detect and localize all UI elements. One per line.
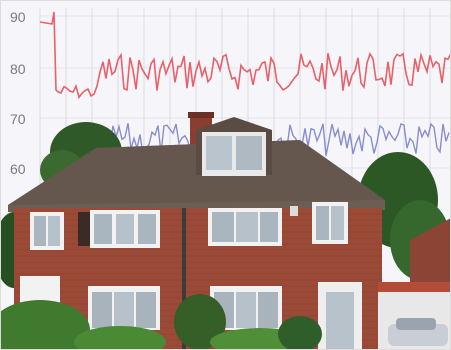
hedge-left (0, 300, 90, 350)
window-shutter (78, 212, 92, 246)
window-upper-2-pane-3 (138, 214, 156, 244)
window-upper-2-pane-1 (94, 214, 112, 244)
downpipe (182, 208, 186, 350)
chimney-cap (188, 112, 214, 118)
y-tick-labels: 90 80 70 60 (10, 9, 26, 177)
window-upper-3-pane-2 (236, 212, 258, 242)
neighbor-gable (410, 218, 451, 282)
garage-brick-band (378, 282, 451, 292)
shrub-center (174, 294, 226, 350)
dormer-pane-right (236, 136, 262, 170)
y-tick-60: 60 (10, 161, 26, 177)
window-upper-2-pane-2 (116, 214, 134, 244)
window-upper-4-pane-2 (331, 206, 344, 240)
window-upper-3-pane-3 (260, 212, 278, 242)
bay-window-right-pane-3 (258, 292, 278, 328)
window-upper-3-pane-1 (212, 212, 234, 242)
window-upper-1-pane-2 (48, 216, 60, 246)
dormer-pane-left (206, 136, 232, 170)
bay-window-left-pane-3 (136, 292, 156, 328)
bay-window-left-pane-1 (92, 292, 112, 328)
front-door (326, 292, 354, 350)
window-upper-1-pane (34, 216, 46, 246)
front-hedges (0, 294, 322, 350)
y-tick-90: 90 (10, 9, 26, 25)
blue-noise-trace (109, 122, 450, 158)
upper-windows (30, 202, 348, 250)
hedge-mid-left (74, 326, 166, 350)
wall-light (290, 206, 298, 216)
y-tick-70: 70 (10, 111, 26, 127)
window-upper-4-pane-1 (316, 206, 329, 240)
red-noise-trace (39, 11, 451, 100)
bay-window-left-pane-2 (114, 292, 134, 328)
bay-window-right-pane-2 (236, 292, 256, 328)
y-tick-80: 80 (10, 61, 26, 77)
shrub-right (278, 316, 322, 350)
car-windscreen (396, 318, 436, 330)
